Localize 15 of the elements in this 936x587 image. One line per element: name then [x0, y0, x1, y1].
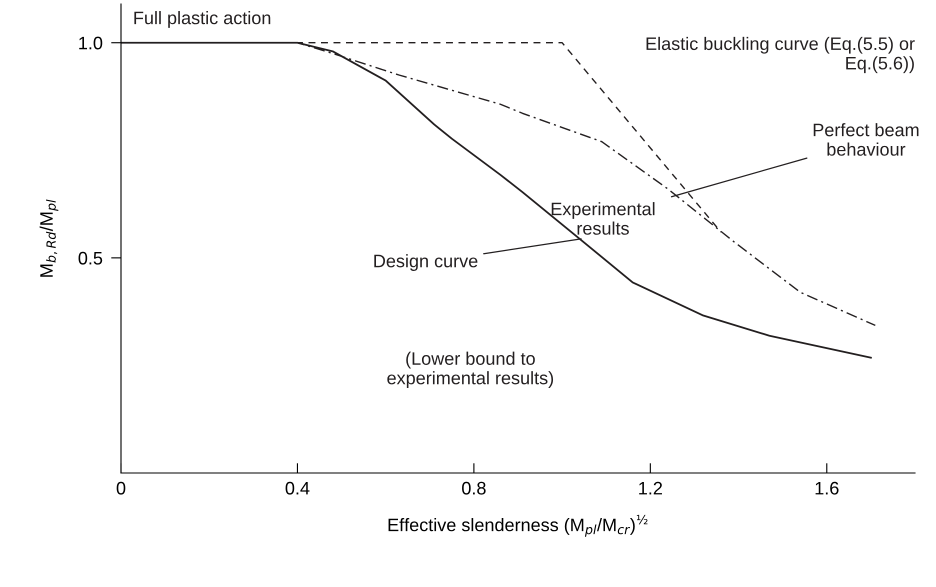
annotation: Perfect beam behaviour	[814, 123, 918, 156]
x-tick-label: 0	[116, 482, 126, 495]
y-axis-title: M$_{b,Rd}$/M$_{pl}$	[40, 200, 58, 277]
x-axis-title: Effective slenderness (M$_{pl}$/M$_{cr}$)$^{½}$	[388, 514, 648, 537]
x-tick-label: 1.2	[639, 482, 662, 494]
annotation: (Lower bound to experimental results)	[387, 352, 554, 388]
annotation: Full plastic action	[134, 11, 270, 28]
y-tick-label: 0.5	[78, 252, 102, 265]
x-tick-label: 0.4	[286, 482, 310, 495]
x-tick-label: 0.8	[462, 482, 486, 495]
annotation: Design curve	[374, 254, 478, 271]
annotation: Elastic buckling curve (Eq.(5.5) or Eq.(5.6))	[646, 36, 915, 74]
annotation: Experimental results	[552, 202, 654, 235]
y-tick-label: 1.0	[79, 36, 102, 50]
x-tick-label: 1.6	[816, 482, 839, 495]
